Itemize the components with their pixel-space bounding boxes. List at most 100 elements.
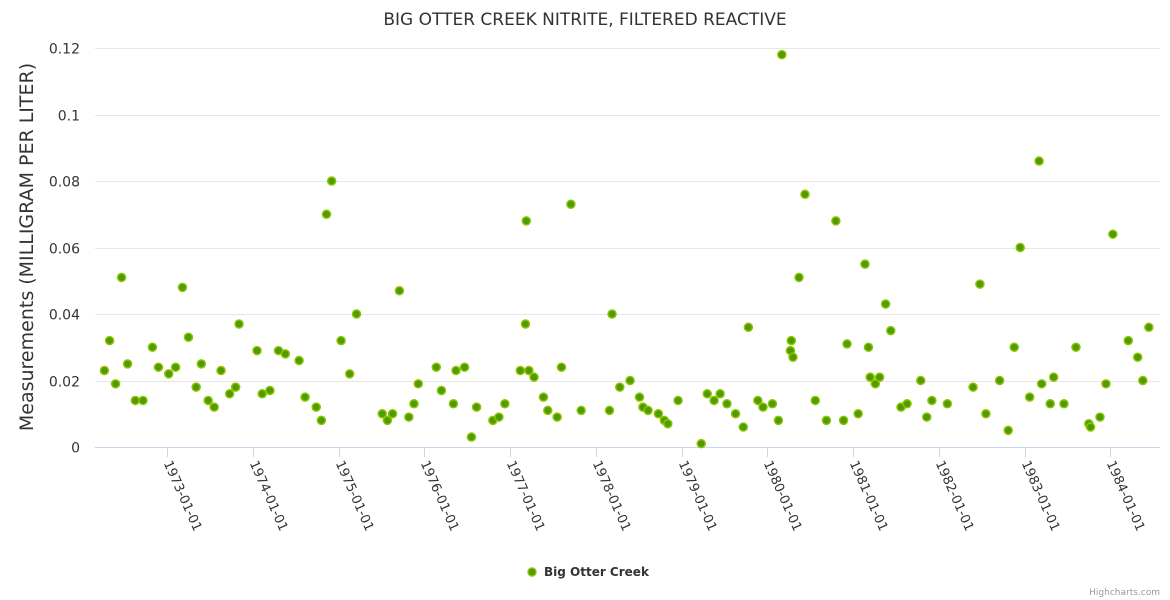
data-point[interactable] bbox=[147, 342, 158, 352]
data-point[interactable] bbox=[177, 282, 188, 293]
legend-item-big-otter-creek[interactable]: Big Otter Creek bbox=[527, 565, 650, 579]
data-point[interactable] bbox=[99, 365, 110, 376]
data-point[interactable] bbox=[451, 365, 461, 376]
data-point[interactable] bbox=[466, 432, 477, 442]
data-point[interactable] bbox=[224, 389, 235, 399]
data-point[interactable] bbox=[216, 365, 226, 376]
data-point[interactable] bbox=[265, 385, 275, 396]
data-point[interactable] bbox=[257, 389, 267, 399]
data-point[interactable] bbox=[543, 405, 553, 416]
data-point[interactable] bbox=[643, 405, 653, 416]
data-point[interactable] bbox=[170, 362, 181, 372]
data-point[interactable] bbox=[743, 322, 754, 333]
data-point[interactable] bbox=[981, 409, 991, 419]
data-point[interactable] bbox=[1015, 242, 1025, 253]
data-point[interactable] bbox=[968, 382, 978, 392]
data-point[interactable] bbox=[1048, 372, 1059, 382]
data-point[interactable] bbox=[810, 395, 821, 406]
data-point[interactable] bbox=[104, 335, 115, 346]
data-point[interactable] bbox=[758, 402, 768, 412]
data-point[interactable] bbox=[831, 216, 841, 226]
data-point[interactable] bbox=[902, 399, 912, 409]
data-point[interactable] bbox=[653, 409, 664, 419]
data-point[interactable] bbox=[321, 209, 332, 219]
data-point[interactable] bbox=[673, 395, 683, 406]
data-point[interactable] bbox=[538, 392, 549, 402]
data-point[interactable] bbox=[1071, 342, 1081, 352]
data-point[interactable] bbox=[209, 402, 219, 412]
data-point[interactable] bbox=[1045, 399, 1055, 409]
data-point[interactable] bbox=[387, 409, 398, 419]
data-point[interactable] bbox=[942, 399, 953, 409]
data-point[interactable] bbox=[885, 325, 896, 336]
data-point[interactable] bbox=[800, 189, 810, 200]
data-point[interactable] bbox=[607, 309, 617, 319]
data-point[interactable] bbox=[696, 438, 706, 449]
data-point[interactable] bbox=[860, 259, 870, 269]
data-point[interactable] bbox=[794, 272, 804, 283]
data-point[interactable] bbox=[753, 395, 763, 406]
data-point[interactable] bbox=[122, 359, 133, 369]
data-point[interactable] bbox=[138, 395, 148, 406]
data-point[interactable] bbox=[880, 299, 891, 309]
data-point[interactable] bbox=[702, 389, 712, 399]
data-point[interactable] bbox=[520, 319, 531, 329]
data-point[interactable] bbox=[529, 372, 539, 382]
data-point[interactable] bbox=[203, 395, 213, 406]
data-point[interactable] bbox=[191, 382, 201, 392]
data-point[interactable] bbox=[1024, 392, 1035, 402]
data-point[interactable] bbox=[494, 412, 504, 422]
data-point[interactable] bbox=[300, 392, 310, 402]
data-point[interactable] bbox=[994, 375, 1005, 386]
data-point[interactable] bbox=[738, 422, 749, 432]
data-point[interactable] bbox=[853, 409, 863, 419]
data-point[interactable] bbox=[230, 382, 241, 392]
data-point[interactable] bbox=[1108, 229, 1118, 239]
data-point[interactable] bbox=[1003, 425, 1013, 436]
data-point[interactable] bbox=[552, 412, 562, 422]
data-point[interactable] bbox=[280, 349, 291, 359]
data-point[interactable] bbox=[524, 365, 534, 376]
data-point[interactable] bbox=[1059, 399, 1069, 409]
data-point[interactable] bbox=[634, 392, 645, 402]
data-point[interactable] bbox=[404, 412, 414, 422]
data-point[interactable] bbox=[130, 395, 141, 406]
data-point[interactable] bbox=[916, 375, 926, 386]
data-point[interactable] bbox=[922, 412, 932, 422]
data-point[interactable] bbox=[722, 399, 732, 409]
data-point[interactable] bbox=[863, 342, 874, 352]
data-point[interactable] bbox=[521, 216, 532, 226]
data-point[interactable] bbox=[311, 402, 321, 412]
data-point[interactable] bbox=[566, 199, 576, 210]
data-point[interactable] bbox=[1036, 379, 1047, 389]
data-point[interactable] bbox=[515, 365, 526, 376]
data-point[interactable] bbox=[409, 399, 419, 409]
data-point[interactable] bbox=[786, 335, 797, 346]
data-point[interactable] bbox=[316, 415, 327, 426]
data-point[interactable] bbox=[1132, 352, 1143, 362]
data-point[interactable] bbox=[773, 415, 784, 426]
data-point[interactable] bbox=[183, 332, 194, 343]
data-point[interactable] bbox=[1034, 156, 1044, 166]
data-point[interactable] bbox=[821, 415, 832, 426]
data-point[interactable] bbox=[715, 389, 725, 399]
data-point[interactable] bbox=[234, 319, 244, 329]
data-point[interactable] bbox=[709, 395, 719, 406]
credits-link[interactable]: Highcharts.com bbox=[1089, 588, 1160, 598]
data-point[interactable] bbox=[448, 399, 459, 409]
data-point[interactable] bbox=[842, 339, 852, 349]
data-point[interactable] bbox=[604, 405, 615, 416]
data-point[interactable] bbox=[394, 285, 405, 296]
data-point[interactable] bbox=[252, 345, 262, 356]
data-point[interactable] bbox=[777, 49, 787, 60]
data-point[interactable] bbox=[767, 399, 778, 409]
data-point[interactable] bbox=[927, 395, 937, 406]
data-point[interactable] bbox=[294, 355, 304, 366]
data-point[interactable] bbox=[874, 372, 885, 382]
data-point[interactable] bbox=[344, 369, 355, 379]
data-point[interactable] bbox=[326, 176, 337, 186]
data-point[interactable] bbox=[413, 379, 424, 389]
data-point[interactable] bbox=[975, 279, 985, 289]
data-point[interactable] bbox=[336, 335, 346, 346]
data-point[interactable] bbox=[116, 272, 127, 283]
